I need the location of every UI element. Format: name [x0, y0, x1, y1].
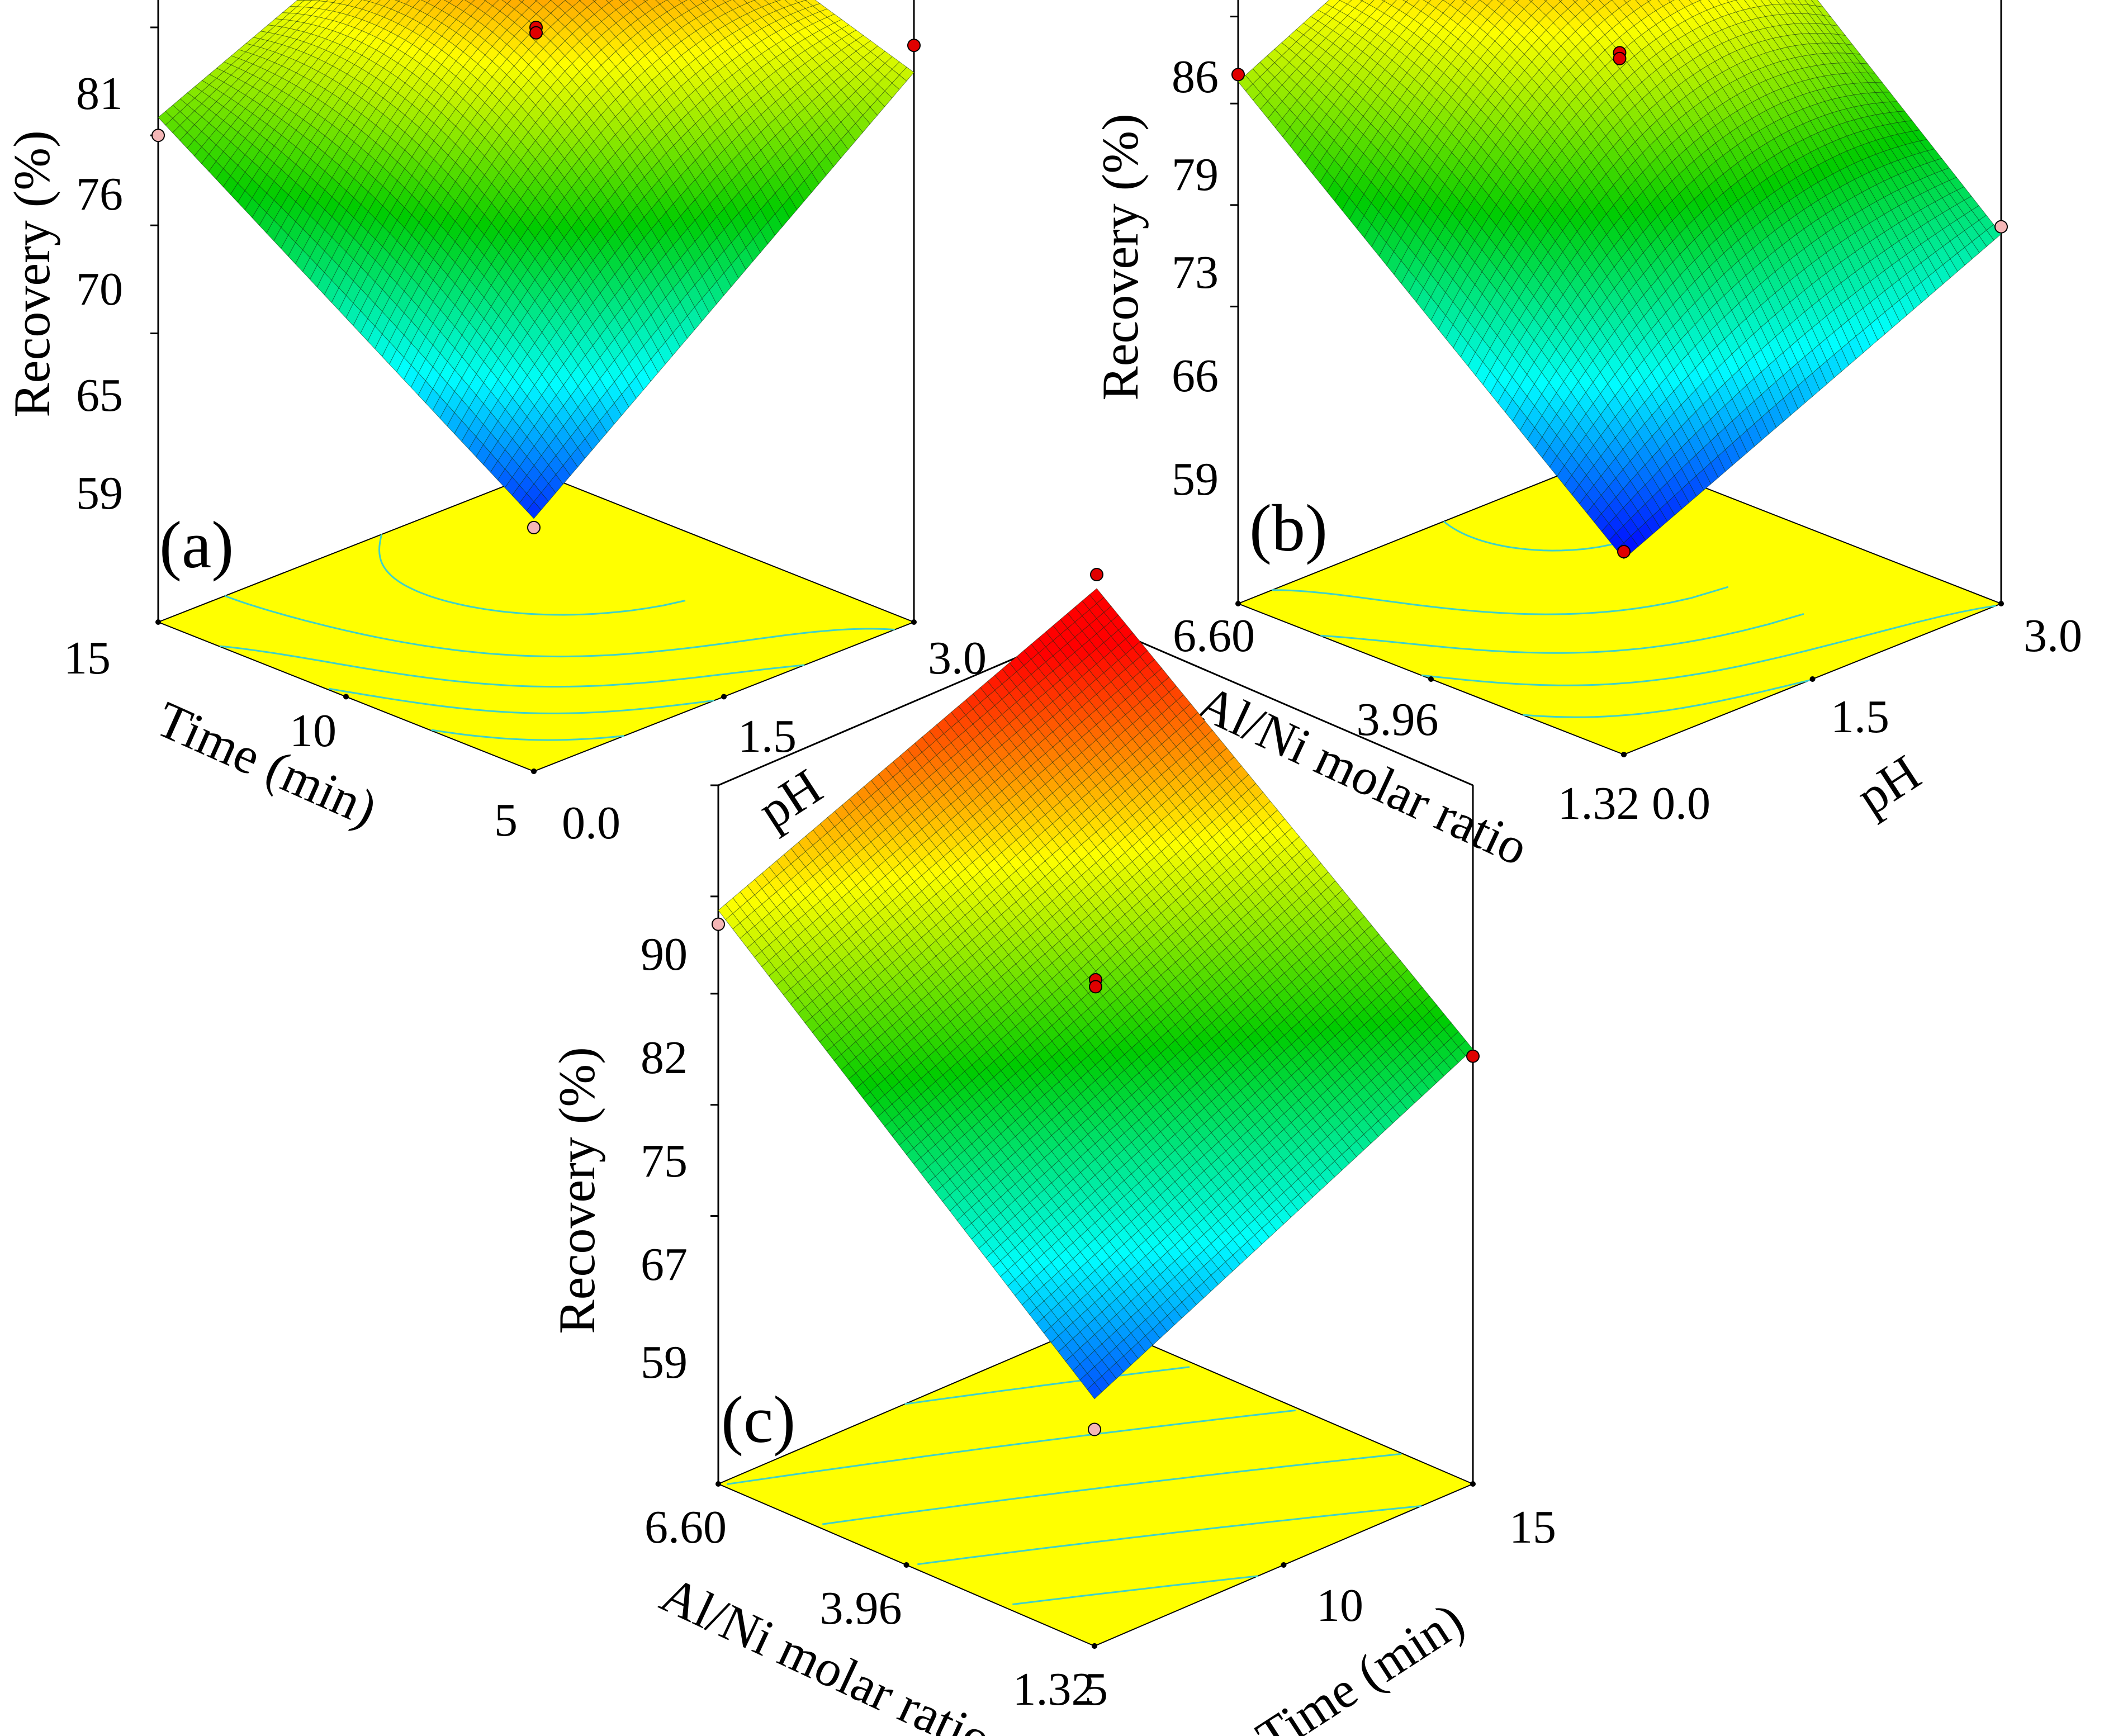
panel-a-ztick: 59	[76, 467, 123, 519]
panel-a-floor	[155, 472, 917, 774]
panel-a-surface-cell	[592, 0, 597, 2]
panel-b-y-tick-mark	[1621, 752, 1627, 757]
panel-a-x-tick-mark	[343, 694, 349, 700]
panel-a-x-title: Time (min)	[149, 690, 386, 837]
panel-a-floor-plane	[157, 472, 916, 772]
panel-a-floor-contour	[328, 687, 714, 714]
panel-a-floor-contour	[219, 645, 805, 688]
panel-b-x-tick-mark	[1428, 676, 1434, 682]
panel-a-xtick: 15	[64, 632, 111, 684]
panel-a-floor-contour	[378, 534, 686, 616]
panel-a-ztick: 70	[76, 263, 123, 315]
panel-a-ytick: 0.0	[562, 797, 620, 849]
panel-a-design-point	[527, 520, 541, 534]
panel-b-surface	[1238, 0, 2002, 559]
panel-a-ztick: 76	[76, 168, 123, 220]
panel-a-y-tick-mark	[721, 694, 727, 700]
panel-a-ztick: 81	[76, 68, 123, 120]
panel-a-ytick: 1.5	[738, 710, 797, 762]
panel-a-surface	[158, 0, 914, 519]
panel-b: (b) 86 79 73 66 59 Recovery (%) 6.60 3.9…	[1092, 0, 2082, 876]
panel-a-y-tick-mark	[531, 769, 537, 774]
panel-a-xtick: 5	[494, 794, 518, 846]
panel-a-label: (a)	[159, 507, 234, 582]
panel-a-ytick: 3.0	[928, 632, 987, 684]
panel-a-surface-cell	[605, 0, 613, 3]
panel-a-ztick: 65	[76, 369, 123, 421]
panel-a-design-point	[907, 39, 921, 53]
panel-a-floor-contour	[431, 729, 624, 741]
panel-a-floor-contour	[224, 595, 895, 658]
panel-a-surface-cell	[518, 0, 524, 3]
panel-a-design-point	[529, 26, 543, 40]
panel-a-z-title: Recovery (%)	[3, 130, 60, 417]
panel-a-design-point	[151, 129, 165, 143]
panel-a: (a) 81 76 70 65 59 Recovery (%) 15 10 5 …	[3, 0, 987, 849]
panel-b-y-tick-mark	[1809, 676, 1816, 682]
